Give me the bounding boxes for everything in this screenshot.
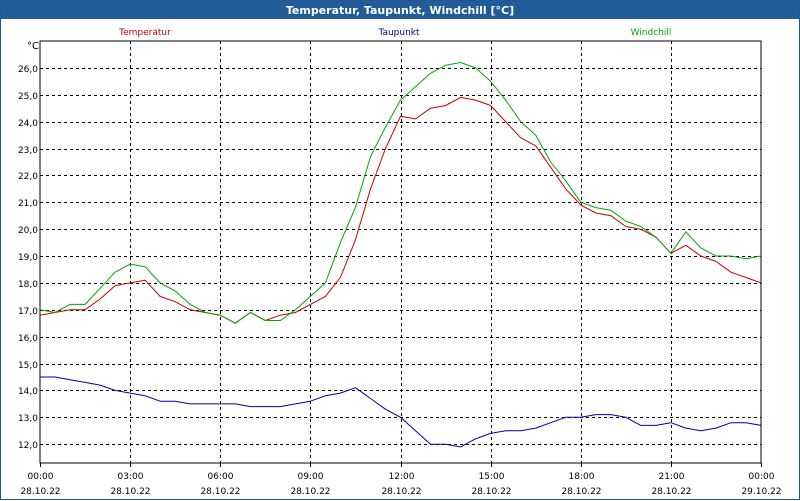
legend-entry-taupunkt: Taupunkt bbox=[377, 28, 420, 38]
y-tick-label: 22,0 bbox=[18, 172, 38, 182]
x-tick-time-label: 18:00 bbox=[569, 472, 595, 482]
legend-entry-temperatur: Temperatur bbox=[118, 28, 171, 38]
y-tick-label: 13,0 bbox=[18, 414, 38, 424]
y-tick-label: 23,0 bbox=[18, 146, 38, 156]
y-tick-label: 16,0 bbox=[18, 334, 38, 344]
y-tick-label: 15,0 bbox=[18, 361, 38, 371]
y-tick-label: 18,0 bbox=[18, 280, 38, 290]
y-tick-label: 26,0 bbox=[18, 65, 38, 75]
x-tick-time-label: 15:00 bbox=[479, 472, 505, 482]
x-tick-date-label: 28.10.22 bbox=[381, 487, 421, 497]
x-tick-time-label: 06:00 bbox=[208, 472, 234, 482]
series-lines bbox=[39, 62, 762, 448]
y-tick-label: 12,0 bbox=[18, 441, 38, 451]
x-tick-date-label: 28.10.22 bbox=[110, 487, 150, 497]
x-tick-time-label: 03:00 bbox=[118, 472, 144, 482]
x-tick-date-label: 29.10.22 bbox=[741, 487, 781, 497]
legend: Temperatur Taupunkt Windchill bbox=[118, 28, 671, 38]
series-line-temperatur bbox=[39, 96, 762, 324]
plot-frame bbox=[39, 40, 762, 464]
legend-entry-windchill: Windchill bbox=[631, 28, 672, 38]
window-title: Temperatur, Taupunkt, Windchill [°C] bbox=[1, 1, 799, 19]
y-axis-ticks: 12,0 13,0 14,0 15,0 16,0 17,0 18,0 19,0 20,0 21,0… bbox=[18, 65, 38, 451]
series-line-windchill bbox=[39, 62, 762, 324]
x-tick-time-label: 12:00 bbox=[389, 472, 415, 482]
series-line-taupunkt bbox=[40, 376, 762, 448]
x-tick-time-label: 09:00 bbox=[298, 472, 324, 482]
x-tick-date-label: 28.10.22 bbox=[651, 487, 691, 497]
x-axis-ticks: 00:00 28.10.22 03:00 28.10.22 06:00 28.10.22 0… bbox=[20, 463, 782, 497]
x-tick-date-label: 28.10.22 bbox=[471, 487, 511, 497]
y-axis-label: °C bbox=[27, 41, 39, 52]
grid-lines bbox=[39, 40, 762, 464]
y-tick-label: 20,0 bbox=[18, 226, 38, 236]
y-tick-label: 24,0 bbox=[18, 119, 38, 129]
y-tick-label: 14,0 bbox=[18, 387, 38, 397]
x-tick-time-label: 00:00 bbox=[749, 472, 775, 482]
x-tick-date-label: 28.10.22 bbox=[290, 487, 330, 497]
y-tick-label: 19,0 bbox=[18, 253, 38, 263]
x-tick-date-label: 28.10.22 bbox=[200, 487, 240, 497]
y-tick-label: 25,0 bbox=[18, 92, 38, 102]
x-tick-time-label: 00:00 bbox=[28, 472, 54, 482]
x-tick-date-label: 28.10.22 bbox=[20, 487, 60, 497]
y-tick-label: 21,0 bbox=[18, 199, 38, 209]
y-tick-label: 17,0 bbox=[18, 307, 38, 317]
x-tick-date-label: 28.10.22 bbox=[561, 487, 601, 497]
x-tick-time-label: 21:00 bbox=[659, 472, 685, 482]
